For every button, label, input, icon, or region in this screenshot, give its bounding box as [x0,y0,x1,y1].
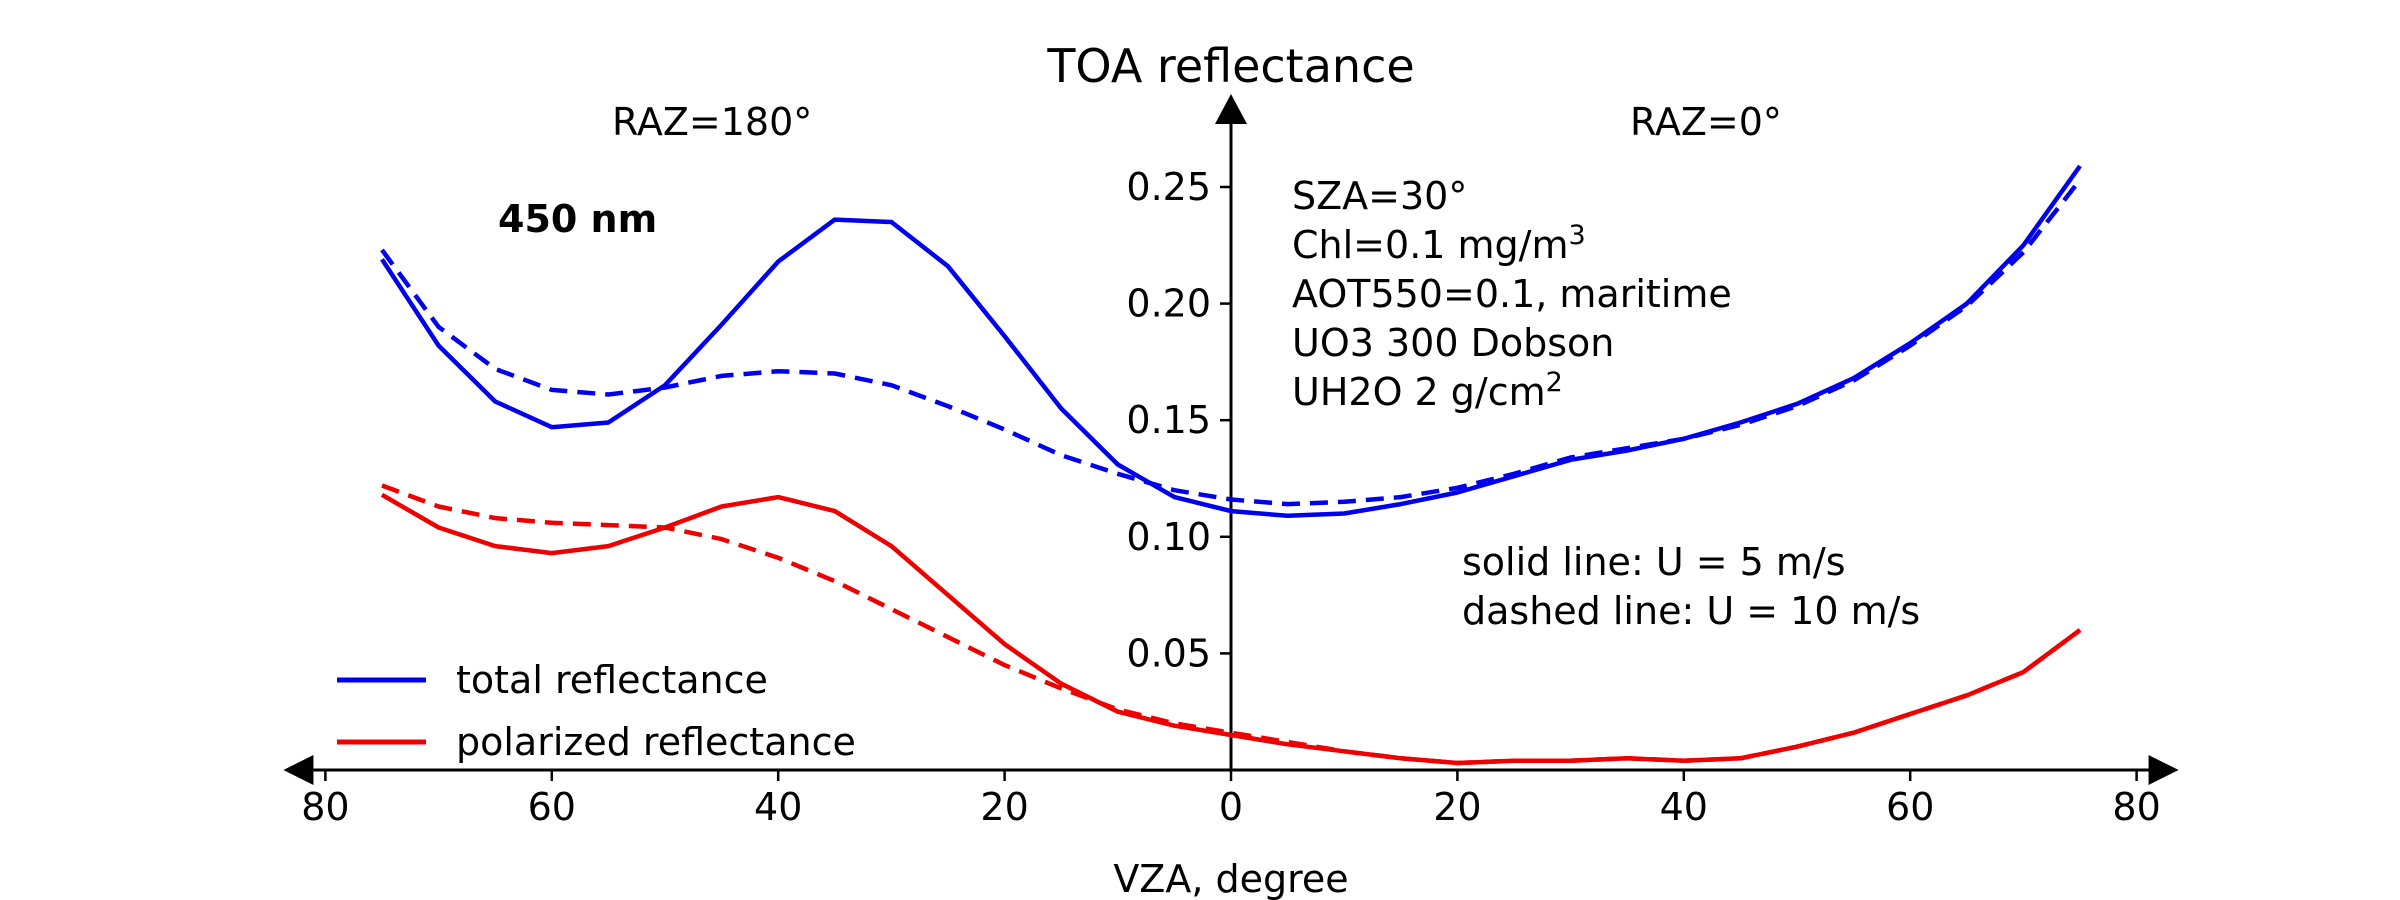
x-tick-label: 80 [2112,785,2160,829]
y-tick-label: 0.15 [1126,398,1211,442]
y-tick-label: 0.25 [1126,165,1211,209]
y-tick-label: 0.10 [1126,515,1211,559]
x-tick-label: 20 [1433,785,1481,829]
y-axis-arrow-up-icon [1215,94,1247,124]
x-tick-label: 40 [754,785,802,829]
parameter-line: Chl=0.1 mg/m3 [1292,220,1586,267]
x-tick-label: 40 [1660,785,1708,829]
legend-label: total reflectance [456,658,768,702]
parameter-line: UH2O 2 g/cm2 [1292,367,1563,414]
legend: total reflectance polarized reflectance [337,658,856,764]
line-style-key: solid line: U = 5 m/s dashed line: U = 10… [1462,540,1920,633]
total-reflectance-dashed-line [380,178,2082,507]
y-tick-label: 0.05 [1126,631,1211,675]
wavelength-annotation: 450 nm [498,197,657,241]
parameter-line: AOT550=0.1, maritime [1292,272,1732,316]
right-side-annotation: RAZ=0° [1630,100,1782,144]
chart-title: TOA reflectance [1046,39,1414,93]
x-axis-arrow-right-icon [2148,755,2179,785]
legend-label: polarized reflectance [456,720,856,764]
x-tick-label: 60 [528,785,576,829]
x-axis-label: VZA, degree [1113,857,1348,900]
left-side-annotation: RAZ=180° [612,100,812,144]
x-tick-label: 60 [1886,785,1934,829]
total-reflectance-solid-line [380,164,2082,519]
y-tick-label: 0.20 [1126,282,1211,326]
polarized-reflectance-dashed-line [381,483,2082,766]
x-tick-label: 0 [1219,785,1243,829]
line-style-key-item: dashed line: U = 10 m/s [1462,589,1920,633]
parameter-line: SZA=30° [1292,174,1467,218]
ticks: 80 60 40 20 0 20 40 60 80 0.05 0.10 0.15 0.20 0.25 [301,165,2161,829]
x-tick-label: 80 [301,785,349,829]
series [380,164,2082,766]
x-axis-arrow-left-icon [283,755,314,785]
x-tick-label: 20 [980,785,1028,829]
parameter-line: UO3 300 Dobson [1292,321,1614,365]
line-style-key-item: solid line: U = 5 m/s [1462,540,1846,584]
simulation-parameters: SZA=30°Chl=0.1 mg/m3 AOT550=0.1, maritime… [1292,174,1732,414]
